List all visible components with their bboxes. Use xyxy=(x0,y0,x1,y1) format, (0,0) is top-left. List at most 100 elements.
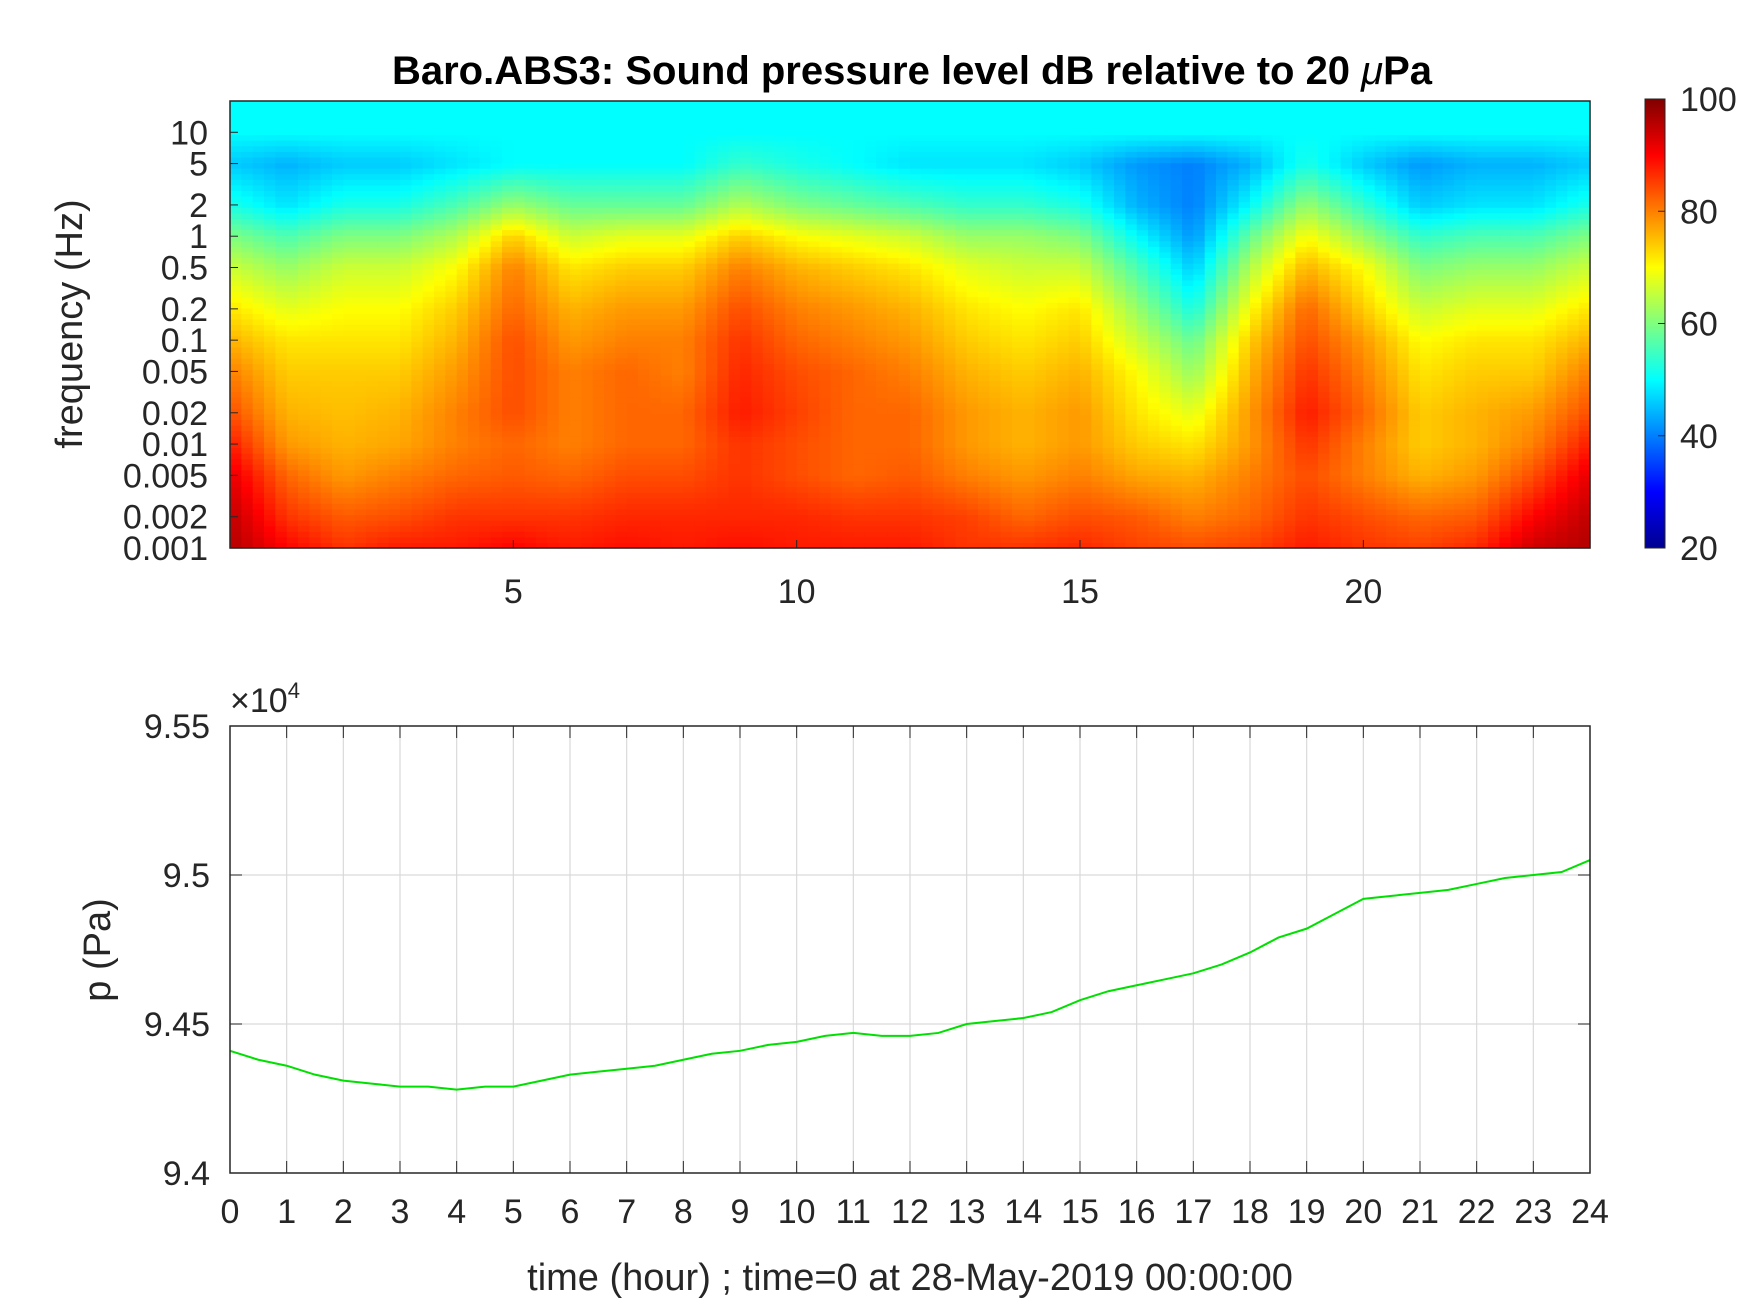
heatmap-cell xyxy=(626,385,639,393)
heatmap-cell xyxy=(932,425,945,432)
heatmap-cell xyxy=(1408,425,1421,432)
heatmap-cell xyxy=(354,358,367,365)
heatmap-cell xyxy=(1193,520,1206,527)
heatmap-cell xyxy=(1023,358,1036,365)
heatmap-cell xyxy=(275,486,288,493)
heatmap-cell xyxy=(1522,358,1534,365)
heatmap-cell xyxy=(547,508,560,516)
heatmap-cell xyxy=(592,335,605,342)
heatmap-cell xyxy=(978,363,990,370)
heatmap-cell xyxy=(502,413,514,421)
heatmap-cell xyxy=(252,492,265,499)
heatmap-cell xyxy=(978,397,990,404)
heatmap-cell xyxy=(1034,313,1047,320)
heatmap-cell xyxy=(660,335,673,342)
heatmap-cell xyxy=(978,330,990,337)
heatmap-cell xyxy=(1204,324,1217,331)
heatmap-cell xyxy=(978,346,990,354)
heatmap-cell xyxy=(1306,503,1319,510)
heatmap-cell xyxy=(649,536,662,544)
heatmap-cell xyxy=(989,447,1002,454)
heatmap-cell xyxy=(887,536,900,544)
heatmap-cell xyxy=(252,453,265,460)
heatmap-cell xyxy=(921,447,934,454)
heatmap-cell xyxy=(649,464,662,471)
heatmap-cell xyxy=(1431,475,1444,482)
heatmap-cell xyxy=(1499,402,1512,409)
heatmap-cell xyxy=(490,413,503,421)
heatmap-cell xyxy=(354,402,367,409)
heatmap-cell xyxy=(309,508,322,516)
heatmap-cell xyxy=(286,520,299,527)
heatmap-cell xyxy=(366,475,378,482)
heatmap-cell xyxy=(1442,408,1455,415)
heatmap-cell xyxy=(660,464,673,471)
heatmap-cell xyxy=(978,542,990,549)
heatmap-cell xyxy=(343,480,356,488)
heatmap-cell xyxy=(966,391,979,398)
heatmap-cell xyxy=(1182,430,1194,437)
heatmap-cell xyxy=(1306,358,1319,365)
heatmap-cell xyxy=(740,397,752,404)
heatmap-cell xyxy=(1034,358,1047,365)
heatmap-cell xyxy=(1329,425,1342,432)
heatmap-cell xyxy=(1295,508,1308,516)
heatmap-cell xyxy=(1102,380,1115,387)
heatmap-cell xyxy=(955,369,968,376)
heatmap-cell xyxy=(1080,542,1092,549)
heatmap-cell xyxy=(774,324,786,331)
heatmap-cell xyxy=(558,469,571,476)
heatmap-cell xyxy=(887,436,900,443)
heatmap-cell xyxy=(1510,480,1523,488)
heatmap-cell xyxy=(366,486,378,493)
heatmap-cell xyxy=(1000,497,1013,504)
heatmap-cell xyxy=(1544,441,1557,449)
heatmap-cell xyxy=(1454,542,1466,549)
heatmap-cell xyxy=(1057,324,1070,331)
heatmap-cell xyxy=(762,369,775,376)
heatmap-cell xyxy=(1420,441,1432,449)
heatmap-cell xyxy=(1159,464,1172,471)
heatmap-cell xyxy=(252,441,265,449)
heatmap-cell xyxy=(1000,397,1013,404)
heatmap-cell xyxy=(434,330,446,337)
heatmap-cell xyxy=(932,458,945,465)
heatmap-cell xyxy=(1352,380,1364,387)
heatmap-cell xyxy=(1170,447,1183,454)
heatmap-cell xyxy=(1363,346,1376,354)
heatmap-cell xyxy=(479,419,492,426)
heatmap-cell xyxy=(751,358,764,365)
heatmap-cell xyxy=(1386,458,1398,465)
heatmap-cell xyxy=(1567,352,1580,359)
heatmap-cell xyxy=(1454,352,1466,359)
heatmap-cell xyxy=(1034,369,1047,376)
heatmap-cell xyxy=(1261,341,1274,348)
heatmap-cell xyxy=(876,341,888,348)
heatmap-cell xyxy=(1306,486,1319,493)
heatmap-cell xyxy=(830,397,843,404)
heatmap-cell xyxy=(1499,374,1512,381)
heatmap-cell xyxy=(1340,542,1353,549)
heatmap-cell xyxy=(1261,453,1274,460)
heatmap-cell xyxy=(683,430,696,437)
heatmap-cell xyxy=(1034,402,1047,409)
heatmap-cell xyxy=(944,436,956,443)
heatmap-cell xyxy=(1363,352,1376,359)
heatmap-cell xyxy=(1510,369,1523,376)
heatmap-cell xyxy=(1148,492,1160,499)
heatmap-cell xyxy=(1533,385,1546,393)
heatmap-cell xyxy=(1125,358,1138,365)
heatmap-cell xyxy=(626,346,639,354)
heatmap-cell xyxy=(932,397,945,404)
heatmap-cell xyxy=(570,425,582,432)
heatmap-cell xyxy=(388,441,401,449)
heatmap-cell xyxy=(1408,497,1421,504)
heatmap-cell xyxy=(354,542,367,549)
heatmap-cell xyxy=(1454,492,1466,499)
heatmap-cell xyxy=(842,497,854,504)
heatmap-cell xyxy=(1080,330,1092,337)
heatmap-cell xyxy=(1216,531,1228,538)
heatmap-cell xyxy=(762,402,775,409)
heatmap-cell xyxy=(966,330,979,337)
heatmap-cell xyxy=(1420,542,1432,549)
